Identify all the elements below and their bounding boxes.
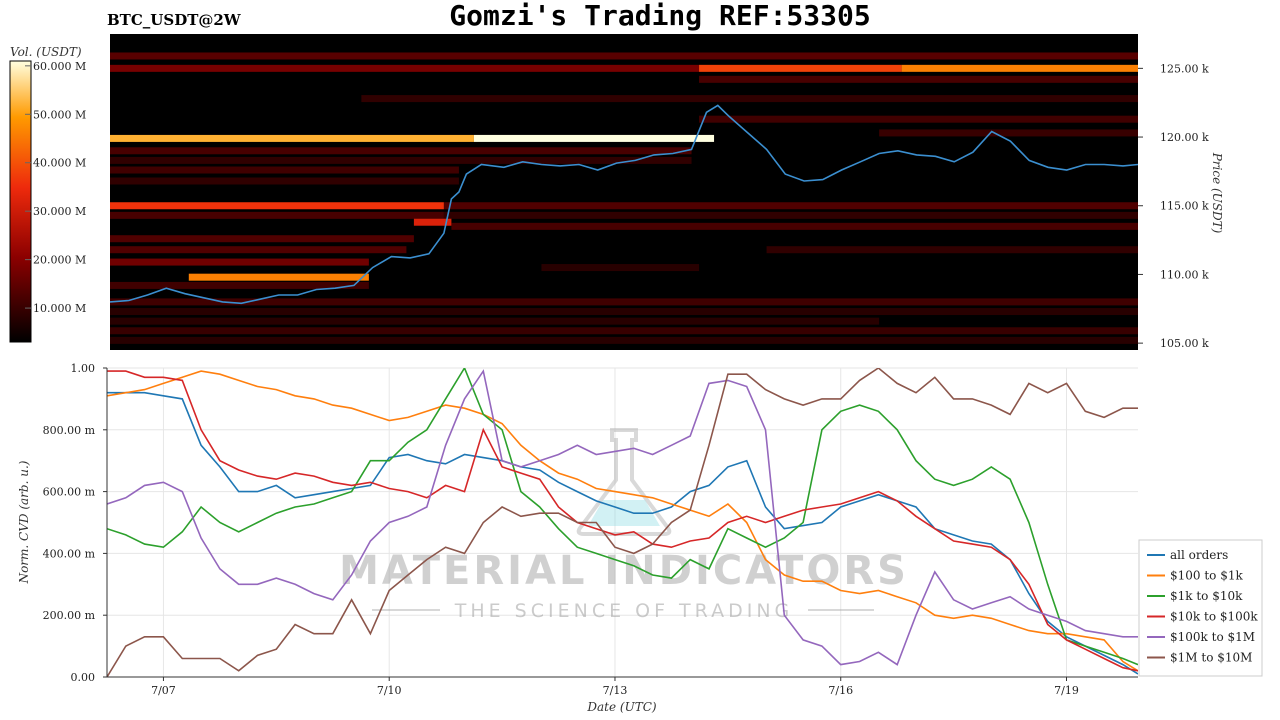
liquidity-wall-29	[110, 317, 880, 325]
price-axis: 105.00 k 110.00 k 115.00 k 120.00 k 125.00 k	[1138, 62, 1209, 350]
liquidity-wall-11	[110, 156, 692, 164]
cvd-x-tick-label: 7/13	[603, 684, 628, 697]
cvd-y-tick-label: 400.00 m	[43, 547, 96, 560]
cvd-line-s100-1k	[107, 370, 1138, 672]
liquidity-wall-31	[110, 336, 1138, 344]
liquidity-wall-5	[361, 95, 1138, 103]
price-tick-label: 115.00 k	[1160, 200, 1209, 213]
liquidity-wall-20	[110, 235, 414, 243]
legend: all orders $100 to $1k $1k to $10k $10k to …	[1138, 539, 1263, 677]
flask-liquid-icon	[588, 500, 660, 526]
cvd-y-tick-label: 800.00 m	[43, 424, 96, 437]
cvd-x-tick-label: 7/19	[1054, 684, 1079, 697]
cvd-y-tick-label: 0.00	[71, 671, 96, 684]
liquidity-wall-21	[110, 246, 407, 254]
liquidity-wall-8	[110, 134, 474, 142]
liquidity-wall-6	[699, 115, 1138, 123]
liquidity-wall-25	[188, 273, 369, 281]
cvd-x-tick-label: 7/16	[828, 684, 853, 697]
price-tick-label: 125.00 k	[1160, 62, 1209, 75]
cvd-line-s10k-100k	[107, 370, 1138, 672]
flask-icon	[576, 428, 672, 536]
legend-label: $100k to $1M	[1170, 630, 1255, 644]
watermark-brand: MATERIAL INDICATORS	[339, 548, 909, 594]
liquidity-wall-18	[413, 218, 452, 226]
liquidity-wall-27	[110, 298, 1138, 306]
legend-label: $1M to $10M	[1170, 651, 1252, 665]
legend-box	[1138, 539, 1263, 677]
cvd-y-tick-label: 600.00 m	[43, 486, 96, 499]
colorbar-ticks: 10.000 M 20.000 M 30.000 M 40.000 M 50.000 M…	[25, 60, 86, 315]
cvd-x-ticks: 7/07 7/10 7/13 7/16 7/19	[151, 677, 1079, 697]
cvd-x-axis-label: Date (UTC)	[586, 700, 656, 714]
symbol-label: BTC_USDT@2W	[107, 11, 242, 29]
price-axis-label: Price (USDT)	[1210, 152, 1224, 234]
liquidity-wall-0	[110, 52, 1138, 60]
legend-label: $1k to $10k	[1170, 589, 1243, 603]
cvd-panel	[107, 368, 1138, 677]
liquidity-wall-10	[110, 147, 692, 155]
cvd-x-tick-label: 7/07	[151, 684, 176, 697]
cvd-line-s100k-1m	[107, 369, 1138, 666]
liquidity-wall-7	[879, 129, 1138, 137]
price-tick-label: 105.00 k	[1160, 337, 1209, 350]
price-tick-label: 110.00 k	[1160, 268, 1209, 281]
liquidity-wall-22	[766, 246, 1138, 254]
liquidity-wall-26	[110, 281, 369, 289]
colorbar-tick-label: 50.000 M	[33, 108, 86, 121]
watermark-tagline: THE SCIENCE OF TRADING	[454, 600, 794, 622]
cvd-x-tick-label: 7/10	[377, 684, 402, 697]
liquidity-wall-24	[541, 264, 700, 272]
colorbar-label: Vol. (USDT)	[10, 45, 82, 59]
cvd-y-ticks: 0.00 200.00 m 400.00 m 600.00 m 800.00 m 1.00	[43, 362, 107, 684]
cvd-y-axis-label: Norm. CVD (arb. u.)	[17, 460, 31, 584]
watermark: MATERIAL INDICATORS THE SCIENCE OF TRADI…	[339, 428, 909, 622]
heatmap-walls	[110, 52, 1138, 344]
cvd-line-s1m-10m	[107, 368, 1138, 677]
price-line	[110, 104, 1138, 305]
legend-label: all orders	[1170, 548, 1228, 562]
liquidity-wall-12	[110, 166, 459, 174]
liquidity-wall-2	[699, 64, 902, 72]
price-tick-label: 120.00 k	[1160, 131, 1209, 144]
colorbar-tick-label: 40.000 M	[33, 157, 86, 170]
liquidity-wall-16	[110, 211, 444, 219]
liquidity-wall-13	[110, 177, 459, 185]
liquidity-wall-17	[443, 211, 1138, 219]
cvd-line-s1k-10k	[107, 368, 1138, 666]
legend-label: $10k to $100k	[1170, 610, 1258, 624]
colorbar	[9, 60, 32, 343]
cvd-line-all-orders	[107, 391, 1138, 675]
liquidity-wall-1	[110, 64, 700, 72]
heatmap-panel	[110, 34, 1138, 350]
colorbar-tick-label: 30.000 M	[33, 205, 86, 218]
liquidity-wall-23	[110, 258, 369, 266]
liquidity-wall-19	[451, 222, 1138, 230]
liquidity-wall-28	[110, 308, 1138, 316]
liquidity-wall-3	[901, 64, 1138, 72]
liquidity-wall-4	[699, 75, 1138, 83]
liquidity-wall-14	[110, 202, 444, 210]
cvd-y-tick-label: 200.00 m	[43, 609, 96, 622]
liquidity-wall-15	[443, 202, 1138, 210]
colorbar-tick-label: 10.000 M	[33, 302, 86, 315]
chart-title: Gomzi's Trading REF:53305	[449, 0, 870, 32]
legend-label: $100 to $1k	[1170, 569, 1243, 583]
liquidity-wall-30	[110, 327, 1138, 335]
cvd-series	[107, 368, 1138, 677]
colorbar-tick-label: 60.000 M	[33, 60, 86, 73]
colorbar-tick-label: 20.000 M	[33, 254, 86, 267]
cvd-y-tick-label: 1.00	[71, 362, 96, 375]
liquidity-wall-9	[473, 134, 715, 142]
